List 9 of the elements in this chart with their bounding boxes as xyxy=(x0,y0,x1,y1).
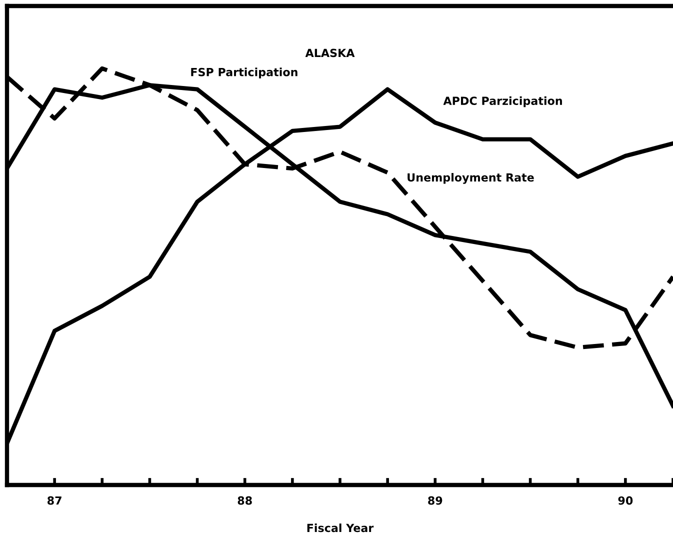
x-tick-label: 88 xyxy=(238,496,252,505)
series-label: FSP Participation xyxy=(191,68,298,78)
series-label: APDC Parzicipation xyxy=(443,96,562,108)
series-label: Unemployment Rate xyxy=(408,173,534,184)
x-axis-title: Fiscal Year xyxy=(307,524,374,532)
x-tick-label: 89 xyxy=(428,496,442,505)
x-tick-label: 90 xyxy=(618,496,633,505)
chart-title: ALASKA xyxy=(305,48,355,58)
x-tick-label: 87 xyxy=(48,496,62,505)
